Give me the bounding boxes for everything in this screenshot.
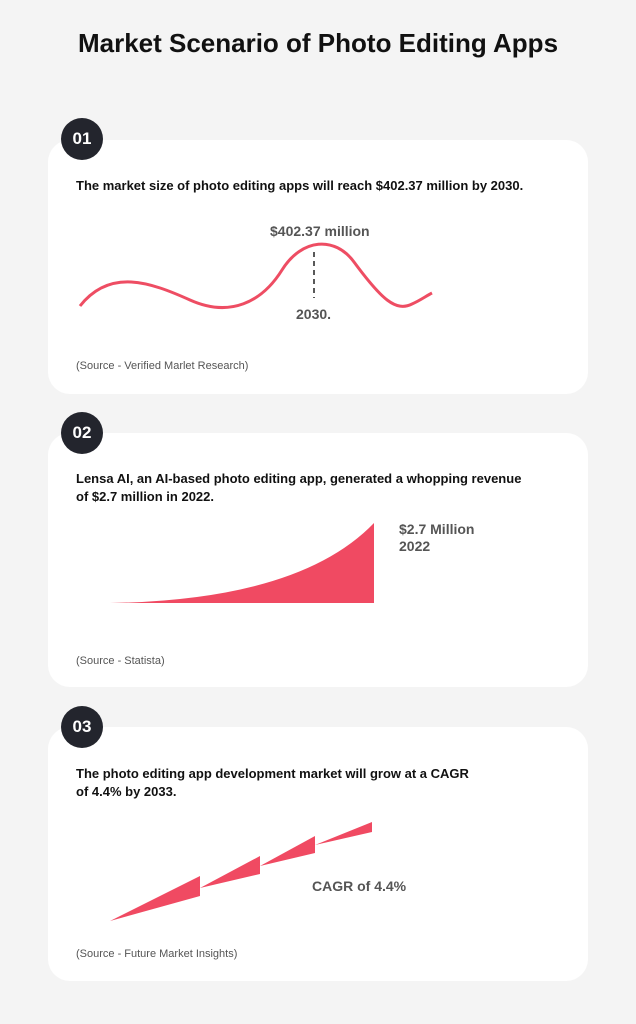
text-line: of 4.4% by 2033.	[76, 784, 177, 799]
wave-line	[78, 242, 433, 310]
card-number: 03	[61, 706, 103, 748]
chart-label: 2022	[399, 538, 431, 554]
card	[48, 140, 588, 394]
text-line: of $2.7 million in 2022.	[76, 489, 214, 504]
card-text: The market size of photo editing apps wi…	[76, 177, 576, 195]
growth-area	[110, 523, 374, 603]
card-text: Lensa AI, an AI-based photo editing app,…	[76, 470, 576, 506]
card-number: 02	[61, 412, 103, 454]
chart-label: CAGR of 4.4%	[312, 878, 407, 894]
page-title: Market Scenario of Photo Editing Apps	[77, 28, 559, 58]
card	[48, 727, 588, 981]
growth-ribbon	[110, 822, 372, 921]
text-line: Lensa AI, an AI-based photo editing app,…	[76, 471, 522, 486]
card	[48, 433, 588, 687]
text-line: The photo editing app development market…	[76, 766, 469, 781]
card-text: The photo editing app development market…	[76, 765, 576, 801]
source: (Source - Statista)	[76, 655, 165, 667]
chart-label: $2.7 Million	[399, 521, 475, 537]
chart-label: 2030.	[296, 306, 332, 322]
source: (Source - Future Market Insights)	[76, 948, 238, 960]
card-number: 01	[61, 118, 103, 160]
chart-label: $402.37 million	[270, 223, 370, 239]
source: (Source - Verified Marlet Research)	[76, 360, 249, 372]
text-line: The market size of photo editing apps wi…	[76, 178, 524, 193]
